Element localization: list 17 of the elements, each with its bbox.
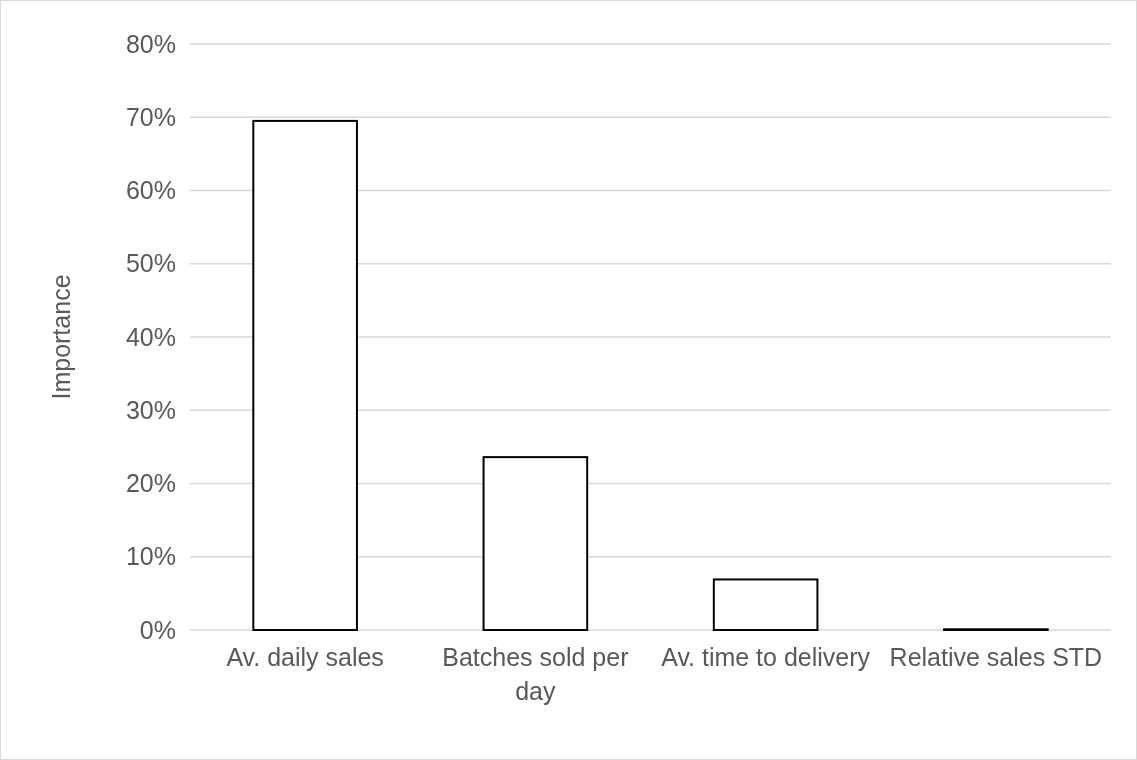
y-tick-label: 0% (139, 615, 176, 644)
y-axis-title: Importance (47, 274, 75, 400)
y-tick-label: 60% (125, 176, 176, 204)
x-tick-label: Batches sold per day (442, 642, 629, 705)
y-tick-label: 40% (125, 322, 176, 351)
y-tick-label: 20% (125, 469, 176, 497)
x-tick-label: Av. daily sales (226, 642, 384, 671)
bar (482, 456, 589, 631)
x-tick-label: Relative sales STD (889, 642, 1103, 671)
y-tick-label: 80% (125, 29, 176, 58)
y-tick-label: 50% (125, 249, 176, 278)
y-tick-label: 30% (125, 395, 176, 424)
y-tick-label: 70% (125, 102, 176, 131)
x-tick-label: Av. time to delivery (661, 642, 871, 671)
y-tick-label: 10% (125, 542, 176, 571)
bar (252, 119, 358, 631)
bar (712, 578, 819, 631)
